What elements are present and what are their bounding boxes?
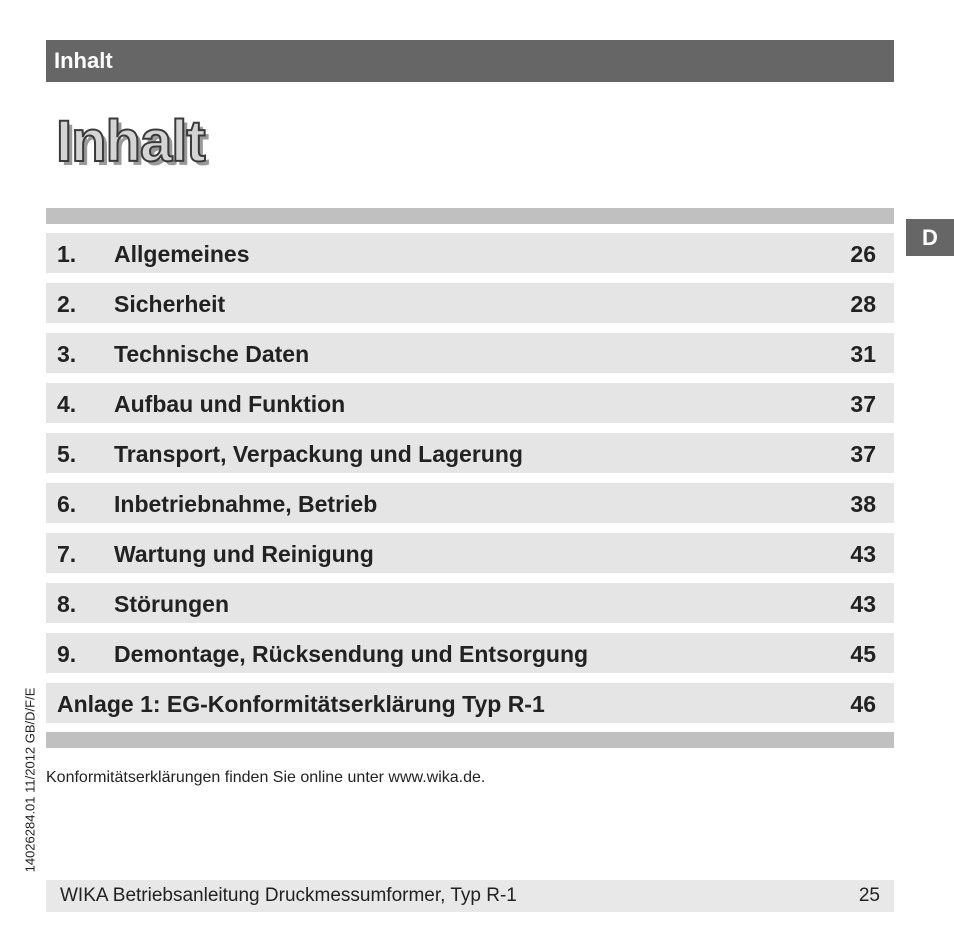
conformity-note: Konformitätserklärungen finden Sie onlin… (46, 769, 486, 786)
toc-title: Wartung und Reinigung (114, 541, 374, 567)
section-header-label: Inhalt (54, 48, 113, 73)
toc-bottom-divider (46, 732, 894, 748)
toc-title: Anlage 1: EG-Konformitätserklärung Typ R… (57, 691, 545, 717)
toc-row[interactable]: 4. Aufbau und Funktion 37 (46, 383, 894, 423)
page-footer: WIKA Betriebsanleitung Druckmessumformer… (46, 880, 894, 912)
toc-row[interactable]: 7. Wartung und Reinigung 43 (46, 533, 894, 573)
toc-number: 6. (57, 491, 77, 517)
toc-row[interactable]: 1. Allgemeines 26 (46, 233, 894, 273)
toc-number: 7. (57, 541, 77, 567)
toc-page: 28 (850, 291, 876, 317)
toc-title: Sicherheit (114, 291, 226, 317)
toc-page: 26 (850, 241, 876, 267)
toc-page: 43 (850, 591, 876, 617)
toc-number: 8. (57, 591, 77, 617)
toc-page: 37 (850, 441, 876, 467)
footer-page-number: 25 (858, 885, 880, 906)
toc-page: 37 (850, 391, 876, 417)
toc-row[interactable]: 6. Inbetriebnahme, Betrieb 38 (46, 483, 894, 523)
toc-row[interactable]: 2. Sicherheit 28 (46, 283, 894, 323)
page-title: Inhalt (55, 108, 207, 175)
toc-page: 38 (850, 491, 876, 517)
language-tab-label: D (922, 224, 938, 250)
toc-page: 46 (850, 691, 876, 717)
toc-number: 4. (57, 391, 77, 417)
toc-number: 2. (57, 291, 77, 317)
toc-title: Technische Daten (114, 341, 310, 367)
toc-title: Transport, Verpackung und Lagerung (114, 441, 523, 467)
toc-page: 31 (850, 341, 876, 367)
toc-title: Demontage, Rücksendung und Entsorgung (114, 641, 589, 667)
toc-page: 43 (850, 541, 876, 567)
toc-row[interactable]: 5. Transport, Verpackung und Lagerung 37 (46, 433, 894, 473)
toc-title: Allgemeines (114, 241, 250, 267)
footer-title: WIKA Betriebsanleitung Druckmessumformer… (60, 885, 517, 906)
toc-top-divider (46, 208, 894, 224)
document-code: 14026284.01 11/2012 GB/D/F/E (22, 687, 38, 873)
toc-title: Aufbau und Funktion (114, 391, 346, 417)
toc-row[interactable]: 9. Demontage, Rücksendung und Entsorgung… (46, 633, 894, 673)
toc-row[interactable]: 3. Technische Daten 31 (46, 333, 894, 373)
toc-row[interactable]: 8. Störungen 43 (46, 583, 894, 623)
toc-row-annex[interactable]: Anlage 1: EG-Konformitätserklärung Typ R… (46, 683, 894, 723)
toc-number: 5. (57, 441, 77, 467)
toc-number: 1. (57, 241, 77, 267)
toc-page: 45 (850, 641, 876, 667)
toc-number: 9. (57, 641, 77, 667)
section-header: Inhalt (46, 40, 894, 82)
language-tab: D (906, 219, 954, 256)
toc-title: Inbetriebnahme, Betrieb (114, 491, 378, 517)
toc-title: Störungen (114, 591, 229, 617)
toc-number: 3. (57, 341, 77, 367)
